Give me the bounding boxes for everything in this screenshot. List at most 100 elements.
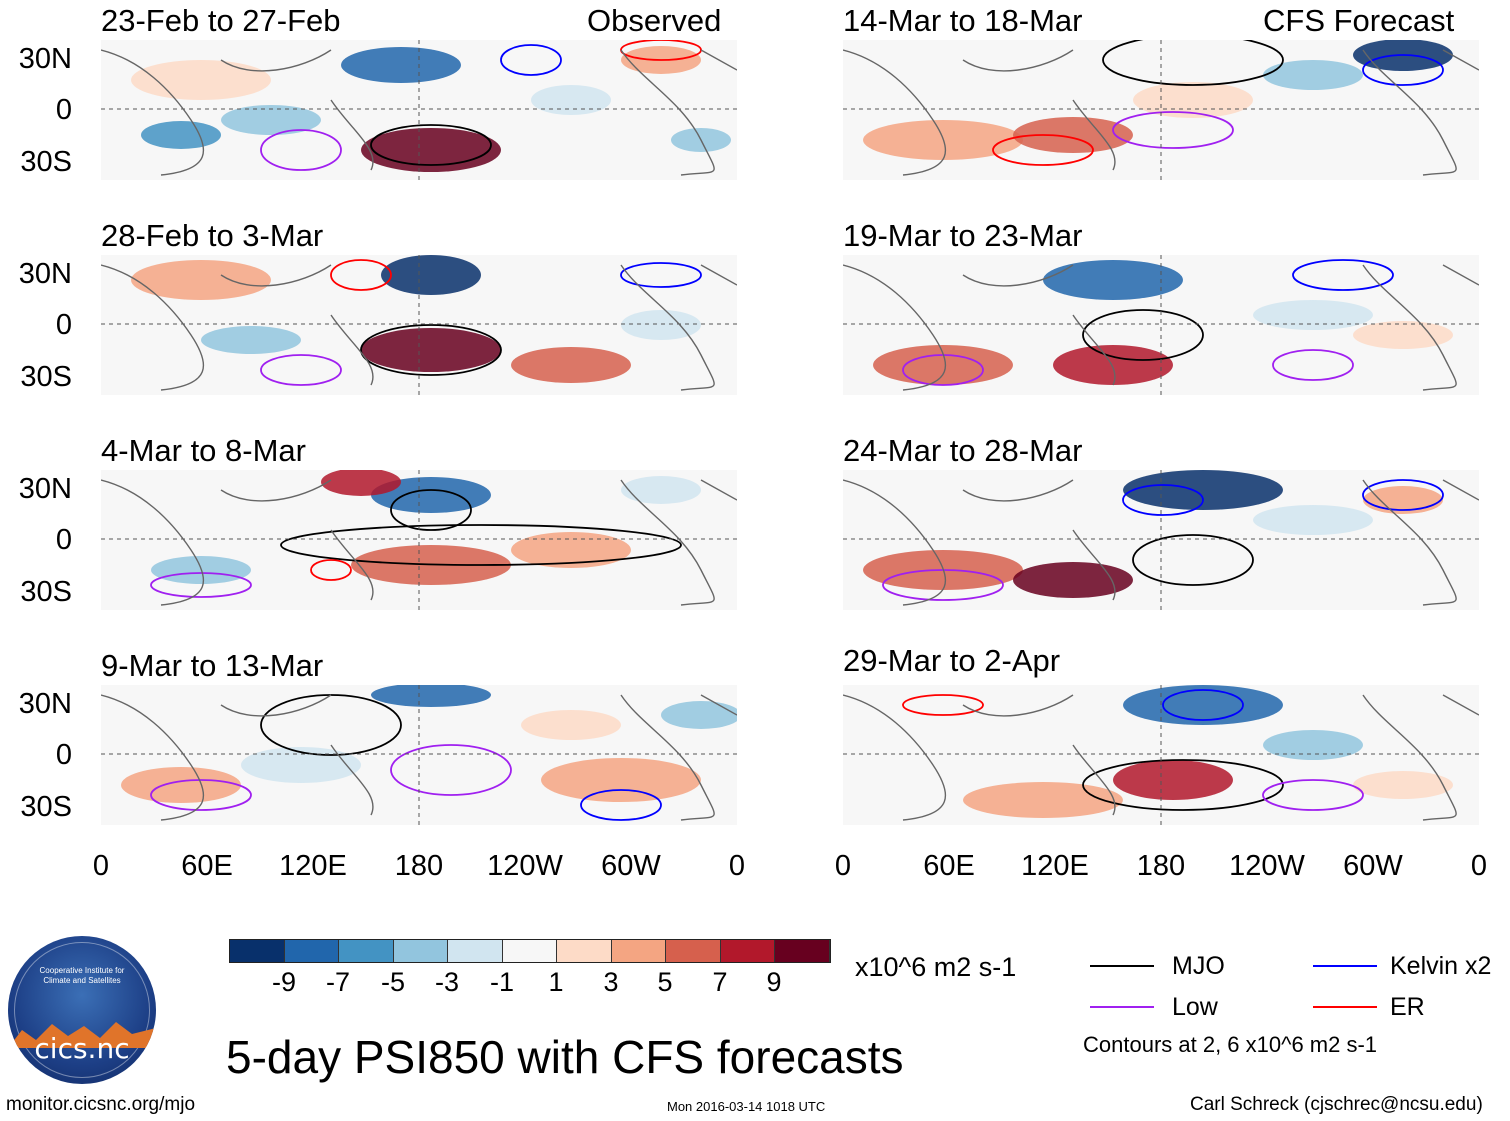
- legend-line-low: [1090, 1006, 1154, 1008]
- coastline: [843, 479, 1479, 606]
- legend-line-er: [1313, 1006, 1377, 1008]
- anomaly-shading: [371, 477, 491, 513]
- lat-label: 0: [55, 524, 72, 556]
- map-panel-1: [101, 40, 737, 180]
- logo-text: cics.nc: [34, 1032, 130, 1065]
- lat-label: 30S: [20, 576, 72, 608]
- lat-label: 30N: [18, 43, 72, 75]
- contour-low: [390, 744, 512, 796]
- anomaly-shading: [521, 710, 621, 740]
- contour-low: [1272, 349, 1354, 381]
- colorbar-tick-label: 9: [766, 967, 782, 997]
- anomaly-shading: [963, 782, 1123, 818]
- legend-label-low: Low: [1172, 993, 1218, 1021]
- anomaly-shading: [1253, 300, 1373, 330]
- lon-label: 60W: [601, 850, 661, 882]
- anomaly-shading: [1353, 321, 1453, 349]
- anomaly-shading: [621, 476, 701, 504]
- lat-label: 30N: [18, 258, 72, 290]
- panel-title: 9-Mar to 13-Mar: [101, 648, 324, 683]
- map-panel-8: [843, 685, 1479, 825]
- lon-label: 0: [1470, 850, 1488, 882]
- colorbar-tick-label: 3: [603, 967, 619, 997]
- legend-label-mjo: MJO: [1172, 952, 1225, 980]
- anomaly-shading: [131, 260, 271, 300]
- footer-author: Carl Schreck (cjschrec@ncsu.edu): [1190, 1094, 1483, 1115]
- contour-kelvin: [580, 789, 662, 821]
- colorbar-swatch: [448, 940, 503, 962]
- map-panel-4: [101, 685, 737, 825]
- contour-kelvin: [500, 44, 562, 76]
- lon-label: 60E: [923, 850, 975, 882]
- anomaly-shading: [121, 767, 241, 803]
- lon-label: 0: [834, 850, 852, 882]
- lat-label: 30S: [20, 361, 72, 393]
- contour-er: [902, 694, 984, 716]
- anomaly-shading: [361, 328, 501, 372]
- contour-kelvin: [1292, 259, 1394, 291]
- anomaly-shading: [241, 747, 361, 783]
- lat-label: 30S: [20, 146, 72, 178]
- panel-title: 23-Feb to 27-Feb: [101, 3, 341, 38]
- contour-er: [992, 134, 1094, 166]
- anomaly-shading: [1113, 760, 1233, 800]
- contour-mjo: [360, 324, 502, 376]
- contour-mjo: [1102, 40, 1284, 86]
- panel-title: 14-Mar to 18-Mar: [843, 3, 1083, 38]
- colorbar-tick-label: -3: [434, 967, 460, 997]
- contours-note: Contours at 2, 6 x10^6 m2 s-1: [1083, 1032, 1378, 1057]
- contour-mjo: [1132, 534, 1254, 586]
- contour-mjo: [1082, 759, 1284, 811]
- contour-mjo: [390, 489, 472, 531]
- lon-label: 60W: [1343, 850, 1403, 882]
- lat-label: 30S: [20, 791, 72, 823]
- panel-label-forecast: CFS Forecast: [1263, 3, 1455, 38]
- main-title: 5-day PSI850 with CFS forecasts: [226, 1031, 904, 1083]
- colorbar-tick-label: -1: [489, 967, 515, 997]
- lat-label: 0: [55, 739, 72, 771]
- panel-label-observed: Observed: [587, 3, 722, 38]
- colorbar-tick-label: -9: [271, 967, 297, 997]
- anomaly-shading: [341, 47, 461, 83]
- anomaly-shading: [1263, 730, 1363, 760]
- anomaly-shading: [321, 470, 401, 496]
- anomaly-shading: [1353, 771, 1453, 799]
- colorbar-tick-label: 7: [712, 967, 728, 997]
- contour-low: [260, 354, 342, 386]
- coastline: [101, 264, 737, 391]
- colorbar-swatch: [666, 940, 721, 962]
- lon-label: 180: [1136, 850, 1186, 882]
- anomaly-shading: [541, 758, 701, 802]
- anomaly-shading: [1123, 470, 1283, 510]
- anomaly-shading: [661, 701, 737, 729]
- anomaly-shading: [371, 685, 491, 707]
- contour-low: [150, 572, 252, 598]
- coastline: [101, 694, 737, 821]
- anomaly-shading: [1013, 117, 1133, 153]
- panel-title: 24-Mar to 28-Mar: [843, 433, 1083, 468]
- anomaly-shading: [1253, 505, 1373, 535]
- contour-low: [1112, 111, 1234, 149]
- contour-kelvin: [1122, 484, 1204, 516]
- colorbar: [229, 939, 831, 963]
- colorbar-tick-label: -5: [380, 967, 406, 997]
- footer-timestamp: Mon 2016-03-14 1018 UTC: [667, 1099, 826, 1114]
- contour-kelvin: [1362, 54, 1444, 86]
- coastline: [843, 694, 1479, 821]
- anomaly-shading: [873, 345, 1013, 385]
- lon-label: 180: [394, 850, 444, 882]
- contour-low: [260, 129, 342, 171]
- contour-low: [1262, 779, 1364, 811]
- colorbar-swatch: [393, 940, 448, 962]
- anomaly-shading: [141, 121, 221, 149]
- lon-label: 0: [92, 850, 110, 882]
- map-panel-3: [101, 470, 737, 610]
- lat-label: 30N: [18, 473, 72, 505]
- colorbar-swatch: [339, 940, 394, 962]
- lat-label: 0: [55, 309, 72, 341]
- map-panel-5: [843, 40, 1479, 180]
- lat-label: 0: [55, 94, 72, 126]
- anomaly-shading: [1043, 260, 1183, 300]
- lon-label: 120E: [1021, 850, 1089, 882]
- colorbar-tick-label: 5: [657, 967, 673, 997]
